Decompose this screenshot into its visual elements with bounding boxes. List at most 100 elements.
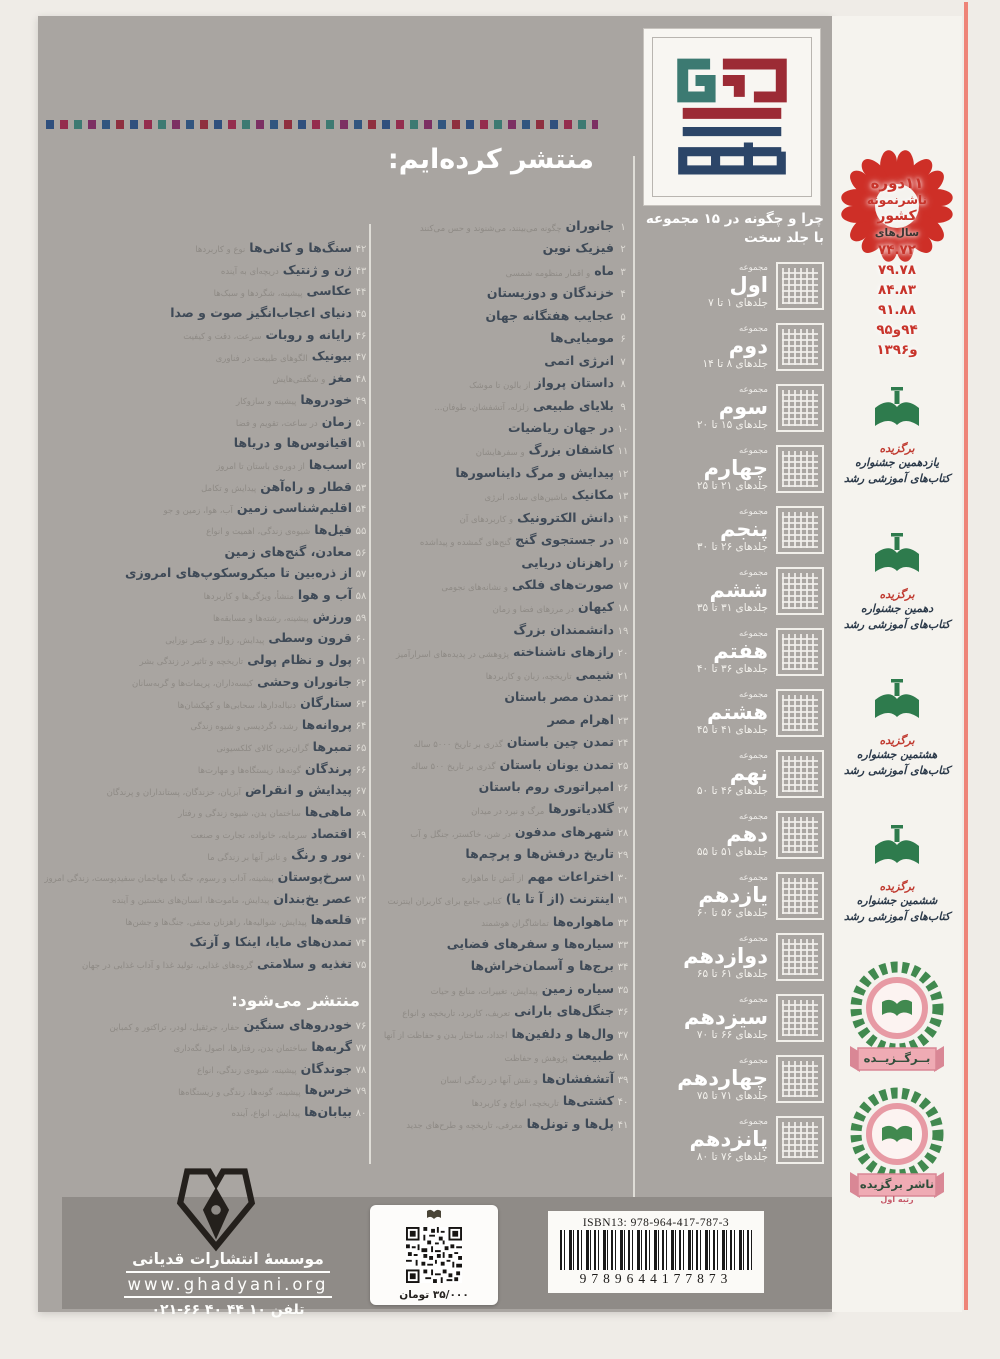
- book-title: سیاره زمین: [541, 980, 614, 996]
- series-set: مجموعه سیزدهم جلدهای ۶۶ تا ۷۰: [638, 988, 824, 1049]
- book-subtitle: گروه‌های غذایی، تولید غذا و آداب غذایی د…: [82, 961, 253, 971]
- book-title: پیدایش و انقراض: [245, 782, 352, 798]
- book-subtitle: پیشینه و سازوکار: [236, 397, 297, 408]
- book-list-item: ۲۰ رازهای ناشناخته پژوهشی در پدیده‌های ا…: [370, 644, 632, 666]
- book-number: ۴۹: [355, 395, 367, 407]
- series-set-name: دوم: [728, 333, 768, 358]
- book-list-item: ۲۵ تمدن یونان باستان گذری بر تاریخ ۵۰۰ س…: [370, 757, 632, 779]
- book-list-item: ۵۴ اقلیم‌شناسی زمین آب، هوا، زمین و جو: [42, 500, 370, 522]
- series-set-name: سوم: [718, 394, 768, 419]
- book-number: ۵۹: [355, 612, 367, 624]
- book-number: ۱۲: [617, 468, 629, 480]
- book-list-item: ۶ مومیایی‌ها: [370, 330, 632, 352]
- book-list-item: ۸ داستان پرواز از بالون تا موشک: [370, 375, 632, 397]
- book-number: ۷۱: [355, 872, 367, 884]
- price: ۳۵/۰۰۰ تومان: [399, 1289, 469, 1301]
- book-number: ۶۲: [355, 677, 367, 689]
- series-set-volumes: جلدهای ۵۶ تا ۶۰: [696, 906, 768, 919]
- book-subtitle: منشأ، ویژگی‌ها و کاربردها: [203, 592, 294, 603]
- book-list-item: ۵۸ آب و هوا منشأ، ویژگی‌ها و کاربردها: [42, 587, 370, 609]
- qr-code-icon: [406, 1226, 462, 1283]
- book-list-item: ۶۷ پیدایش و انقراض آبزیان، خزندگان، پستا…: [42, 782, 370, 804]
- chera-o-chegune-mini-logo-icon: [776, 506, 824, 555]
- book-number: ۲۸: [617, 827, 629, 839]
- series-set-text: مجموعه هشتم جلدهای ۴۱ تا ۴۵: [638, 691, 768, 735]
- book-title: سنگ‌ها و کانی‌ها: [249, 240, 352, 255]
- book-list-item: ۳۲ ماهواره‌ها تماشاگران هوشمند: [370, 914, 632, 936]
- book-title: مغز: [329, 370, 352, 386]
- series-set-text: مجموعه هفتم جلدهای ۳۶ تا ۴۰: [638, 630, 768, 674]
- award-chosen-label: برگزیده: [879, 734, 915, 747]
- book-title: تمدن‌های مایا، اینکا و آزتک: [189, 934, 352, 949]
- book-subtitle: پیدایش، تغییرات، منابع و حیات: [430, 986, 538, 997]
- book-list-item: ۳۳ سیاره‌ها و سفرهای فضایی: [370, 936, 632, 958]
- series-set-volumes: جلدهای ۶۱ تا ۶۵: [696, 967, 768, 980]
- series-set: مجموعه چهارم جلدهای ۲۱ تا ۲۵: [638, 439, 824, 500]
- book-title: اقتصاد: [311, 825, 352, 841]
- book-list-item: ۳۶ جنگل‌های بارانی تعریف، کاربرد، تاریخچ…: [370, 1003, 632, 1025]
- book-number: ۷۸: [355, 1064, 367, 1076]
- book-subtitle: پیدایش و تکامل: [201, 483, 257, 494]
- book-title: فیزیک نوین: [542, 240, 614, 256]
- book-list-item: ۶۴ پروانه‌ها رشد، دگردیسی و شیوه زندگی: [42, 717, 370, 739]
- book-number: ۶: [620, 334, 626, 346]
- book-title: پرندگان: [304, 760, 352, 776]
- book-list-item: ۹ بلایای طبیعی زلزله، آتشفشان، طوفان...: [370, 398, 632, 420]
- book-list-item: ۶۸ ماهی‌ها ساختمان بدن، شیوه زندگی و رفت…: [42, 804, 370, 826]
- book-subtitle: گذری بر تاریخ ۵۰۰۰ ساله: [413, 739, 503, 750]
- book-subtitle: نوع و کاربردها: [195, 245, 246, 256]
- book-subtitle: پیشینه، گونه‌ها، زندگی و زیستگاه‌ها: [178, 1087, 301, 1098]
- book-number: ۱۶: [617, 558, 629, 570]
- kufic-logo-icon: [659, 44, 805, 190]
- book-subtitle: تاریخچه و تاثیر در زندگی بشر: [139, 657, 244, 668]
- book-title: جانوران: [565, 218, 614, 233]
- book-subtitle: چگونه می‌بینند، می‌شنوند و حس می‌کنند: [419, 223, 562, 234]
- book-subtitle: و نقش آنها در زندگی انسان: [440, 1076, 538, 1087]
- series-header-line1: چرا و چگونه در ۱۵ مجموعه: [645, 211, 824, 227]
- book-list-item: ۵۵ فیل‌ها شیوه‌ی زندگی، اهمیت و انواع: [42, 522, 370, 544]
- series-set-volumes: جلدهای ۲۱ تا ۲۵: [696, 479, 768, 492]
- barcode-icon: [560, 1230, 752, 1270]
- chera-o-chegune-mini-logo-icon: [776, 689, 824, 738]
- book-number: ۳۵: [617, 984, 629, 996]
- badge-year: ۷۹.۷۸: [877, 262, 917, 279]
- book-title: عکاسی: [306, 283, 352, 299]
- qr-sticker: ۳۵/۰۰۰ تومان: [370, 1205, 498, 1305]
- series-set-text: مجموعه پنجم جلدهای ۲۶ تا ۳۰: [638, 508, 768, 552]
- book-number: ۶۶: [355, 764, 367, 776]
- isbn-barcode-box: ISBN13: 978-964-417-787-3 9789644177873: [548, 1211, 764, 1293]
- book-title: آب و هوا: [297, 587, 352, 602]
- book-list-item: ۲۸ شهرهای مدفون در شن، خاکستر، جنگل و آب: [370, 824, 632, 846]
- series-set-volumes: جلدهای ۴۱ تا ۴۵: [696, 723, 768, 736]
- book-number: ۱۷: [617, 581, 629, 592]
- book-list-item: ۷۳ قلعه‌ها پیدایش، شوالیه‌ها، راهزنان مخ…: [42, 912, 370, 934]
- series-set-label: مجموعه: [739, 934, 768, 945]
- book-list-item: ۳۹ آتشفشان‌ها و نقش آنها در زندگی انسان: [370, 1071, 632, 1093]
- book-list-item: ۳۸ طبیعت پژوهش و حفاظت: [370, 1048, 632, 1070]
- book-subtitle: تماشاگران هوشمند: [481, 919, 549, 930]
- badge-year: ۹۴و۹۵: [876, 322, 918, 339]
- book-title: زمان: [321, 413, 352, 429]
- book-number: ۳: [620, 266, 626, 278]
- book-subtitle: سرمایه، خانواده، تجارت و صنعت: [190, 830, 307, 841]
- book-title: کاشفان بزرگ: [528, 442, 614, 458]
- book-list-item: ۷۹ خرس‌ها پیشینه، گونه‌ها، زندگی و زیستگ…: [42, 1082, 370, 1104]
- book-list-item: ۴۸ مغز و شگفتی‌هایش: [42, 370, 370, 392]
- publisher-name: موسسهٔ انتشارات قدیانی: [126, 1250, 330, 1273]
- book-subtitle: در مرزهای فضا و زمان: [492, 605, 574, 616]
- book-number: ۳۶: [617, 1007, 629, 1019]
- model-publisher-badge: ۱۱دوره ناشرنمونه کشور سال‌های ۷۴.۷۲ ۷۹.۷۸…: [835, 144, 959, 440]
- book-list-item: ۳۵ سیاره زمین پیدایش، تغییرات، منابع و ح…: [370, 981, 632, 1003]
- series-set-volumes: جلدهای ۳۱ تا ۳۵: [696, 601, 768, 614]
- book-subtitle: دنباله‌دارها، سحابی‌ها و کهکشان‌ها: [177, 700, 297, 711]
- seal-ribbon-text: بــرگــزیــده: [863, 1051, 931, 1065]
- book-list-item: ۳۷ وال‌ها و دلفین‌ها اجداد، ساختار بدن و…: [370, 1026, 632, 1048]
- book-title: فیل‌ها: [314, 521, 352, 537]
- series-set-text: مجموعه پانزدهم جلدهای ۷۶ تا ۸۰: [638, 1118, 768, 1162]
- book-list-item: ۶۵ تمبرها گران‌ترین کالای کلکسیونی: [42, 739, 370, 761]
- book-subtitle: و اقمار منظومه شمسی: [505, 268, 591, 279]
- book-number: ۵۸: [355, 591, 367, 602]
- book-title: وال‌ها و دلفین‌ها: [511, 1025, 614, 1041]
- book-title: قلعه‌ها: [310, 912, 352, 928]
- book-number: ۵۶: [355, 547, 367, 559]
